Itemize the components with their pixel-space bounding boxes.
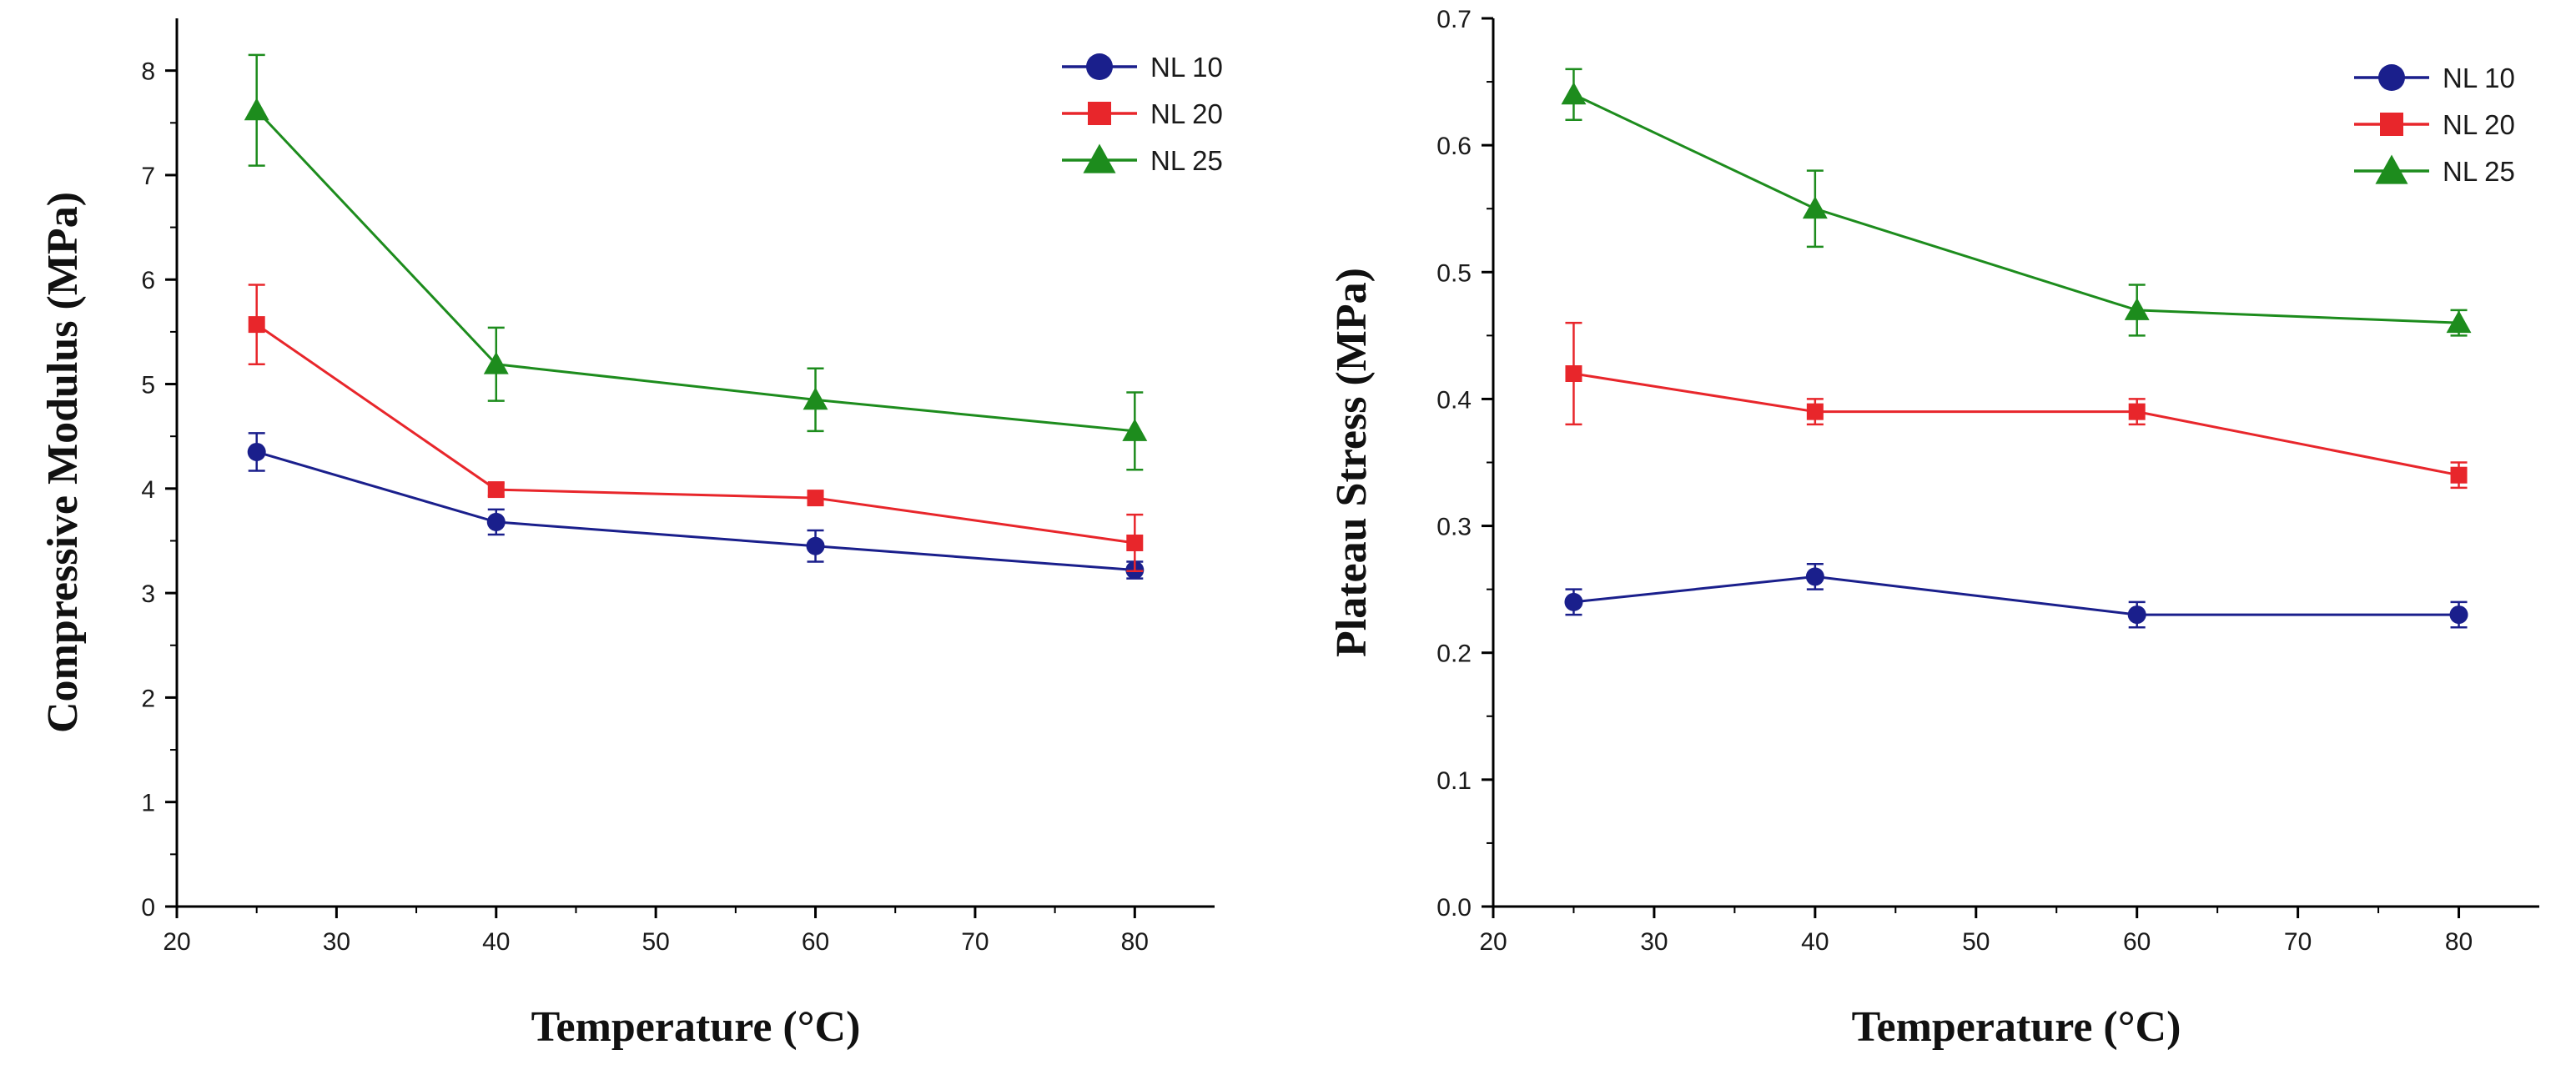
y-tick-label: 4 [141, 476, 155, 504]
y-tick-label: 1 [141, 790, 155, 817]
x-tick-label: 40 [1801, 928, 1829, 956]
legend-marker [1086, 53, 1113, 80]
legend-marker [1088, 102, 1111, 125]
data-point [1565, 365, 1582, 382]
x-tick-label: 40 [482, 928, 510, 956]
x-tick-label: 80 [1121, 928, 1149, 956]
data-point [1564, 592, 1583, 611]
series-line [256, 450, 1135, 572]
series-nl25 [244, 53, 1148, 471]
data-point [1122, 418, 1148, 441]
series-line [1573, 372, 2459, 477]
series-nl20 [248, 284, 1144, 573]
y-tick-label: 0.1 [1436, 767, 1472, 795]
series-nl20 [1565, 321, 2468, 490]
y-tick-label: 2 [141, 685, 155, 712]
y-tick-label: 3 [141, 580, 155, 608]
data-point [1805, 567, 1824, 586]
x-tick-label: 50 [641, 928, 669, 956]
data-point [807, 490, 824, 507]
y-tick-label: 5 [141, 372, 155, 399]
legend-label: NL 10 [2443, 63, 2515, 93]
x-tick-label: 30 [1640, 928, 1668, 956]
legend: NL 10 NL 20 NL 25 [1062, 52, 1223, 176]
legend-marker [2380, 113, 2403, 136]
data-point [486, 512, 506, 531]
data-point [483, 351, 509, 374]
y-tick-label: 0.3 [1436, 514, 1472, 541]
data-point [2124, 297, 2150, 320]
data-point [2449, 605, 2468, 625]
x-tick-label: 60 [2123, 928, 2151, 956]
data-point [1561, 82, 1587, 105]
legend-label: NL 20 [2443, 109, 2515, 140]
data-point [1806, 403, 1824, 420]
y-tick-label: 8 [141, 58, 155, 86]
data-point [1802, 196, 1828, 219]
x-tick-label: 70 [961, 928, 989, 956]
data-point [244, 98, 269, 121]
y-tick-label: 7 [141, 163, 155, 190]
series-nl10 [247, 432, 1145, 580]
x-axis-title: Temperature (°C) [531, 1003, 861, 1051]
x-tick-label: 50 [1962, 928, 1990, 956]
legend-label: NL 10 [1150, 52, 1223, 83]
x-tick-label: 80 [2445, 928, 2473, 956]
data-point [2450, 466, 2468, 484]
y-tick-label: 0.7 [1436, 6, 1472, 33]
legend-label: NL 25 [2443, 156, 2515, 187]
x-tick-label: 70 [2284, 928, 2312, 956]
series-line [1573, 575, 2459, 616]
data-point [1126, 534, 1144, 551]
series-line [255, 323, 1135, 545]
data-point [487, 481, 505, 499]
x-tick-label: 20 [1479, 928, 1507, 956]
y-tick-label: 0.4 [1436, 386, 1472, 414]
y-axis-title: Compressive Modulus (MPa) [39, 192, 87, 733]
series-nl10 [1564, 562, 2468, 629]
legend-label: NL 20 [1150, 98, 1223, 129]
y-tick-label: 0.5 [1436, 259, 1472, 287]
x-tick-label: 60 [802, 928, 829, 956]
legend-marker [2375, 154, 2408, 184]
x-tick-label: 30 [323, 928, 350, 956]
data-point [2128, 403, 2146, 420]
legend-marker [1083, 143, 1116, 173]
x-axis-title: Temperature (°C) [1852, 1003, 2181, 1051]
data-point [2127, 605, 2146, 625]
data-point [802, 387, 828, 410]
x-tick-label: 20 [163, 928, 190, 956]
legend: NL 10 NL 20 NL 25 [2354, 63, 2515, 187]
y-tick-label: 0.0 [1436, 894, 1472, 922]
legend-marker [2378, 64, 2405, 91]
data-point [248, 316, 265, 334]
data-point [247, 442, 266, 461]
series-nl25 [1561, 68, 2472, 337]
y-tick-label: 6 [141, 267, 155, 294]
y-tick-label: 0.6 [1436, 133, 1472, 160]
data-point [806, 536, 825, 555]
compressive-modulus-chart: 20 30 40 50 60 70 80 0 1 2 3 4 5 6 7 8 Temperature (°C) C… [39, 18, 1223, 1051]
data-point [2446, 310, 2472, 334]
y-tick-label: 0.2 [1436, 640, 1472, 668]
series-line [1572, 93, 2459, 324]
y-tick-label: 0 [141, 894, 155, 922]
legend-label: NL 25 [1150, 145, 1223, 176]
plateau-stress-chart: 20 30 40 50 60 70 80 0.0 0.1 0.2 0.3 0.4 0.5 0.6 0.7 Te… [1328, 6, 2539, 1051]
series-line [255, 109, 1135, 433]
y-axis-title: Plateau Stress (MPa) [1328, 268, 1376, 657]
